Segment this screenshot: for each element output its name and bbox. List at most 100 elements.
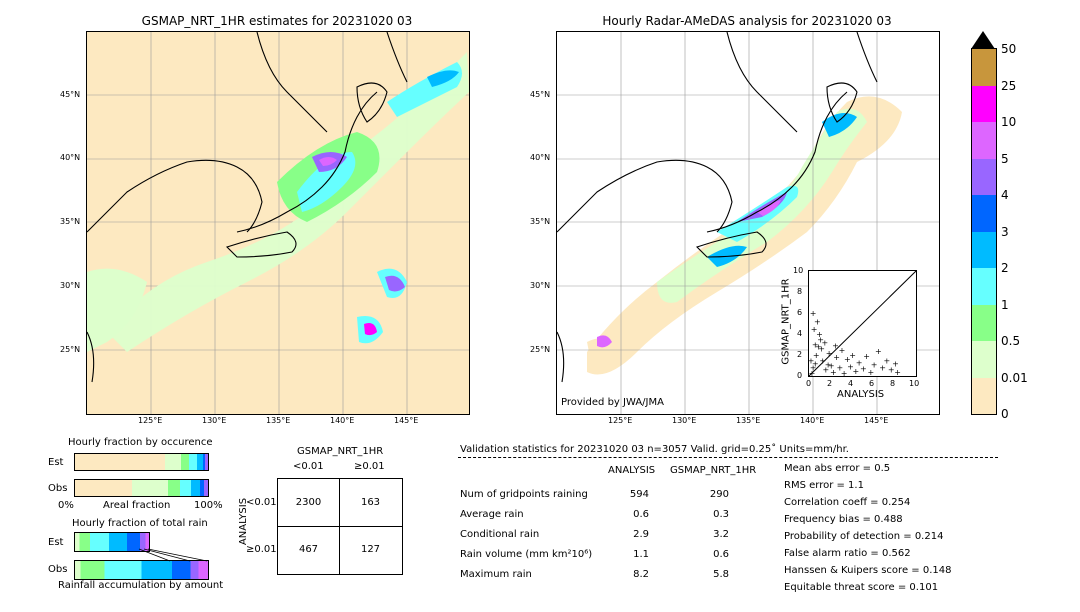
validation-header: Validation statistics for 20231020 03 n=… — [460, 444, 849, 455]
occurrence-segment — [75, 454, 167, 470]
validation-row-label: Conditional rain — [460, 529, 540, 540]
colorbar-segment — [972, 268, 996, 305]
total-connector-lines — [138, 548, 208, 562]
left-lon-tick-1: 130°E — [202, 416, 227, 425]
scatter-point: + — [818, 345, 825, 354]
colorbar-segment — [972, 341, 996, 378]
scatter-xlabel: ANALYSIS — [837, 389, 885, 400]
colorbar-label-7: 1 — [1001, 298, 1009, 312]
right-lon-tick-3: 140°E — [800, 416, 825, 425]
validation-row-gsmap: 5.8 — [713, 569, 729, 580]
occurrence-segment — [165, 454, 183, 470]
left-map — [86, 31, 470, 415]
scatter-point: + — [849, 351, 856, 360]
validation-row-analysis: 8.2 — [633, 569, 649, 580]
total-rain-footer: Rainfall accumulation by amount — [58, 580, 224, 591]
scatter-plot: ++++++++++++++++++++++++++++++++++++++++ — [808, 270, 917, 378]
scatter-point: + — [825, 360, 832, 369]
colorbar-segment — [972, 85, 996, 122]
occurrence-axis-left: 0% — [58, 500, 74, 511]
total-bar-est — [74, 532, 150, 552]
right-map-graphic — [557, 32, 939, 414]
scatter-ytick-3: 6 — [797, 308, 803, 317]
left-map-graphic — [87, 32, 469, 414]
scatter-point: + — [817, 335, 824, 344]
colorbar-arrow — [971, 31, 995, 49]
contingency-col-1: ≥0.01 — [354, 461, 385, 472]
colorbar-label-1: 25 — [1001, 79, 1017, 93]
validation-row-gsmap: 3.2 — [713, 529, 729, 540]
score-far: False alarm ratio = 0.562 — [784, 548, 911, 559]
right-lon-tick-4: 145°E — [864, 416, 889, 425]
colorbar-label-6: 2 — [1001, 261, 1009, 275]
scatter-point: + — [812, 359, 819, 368]
scatter-xtick-1: 2 — [827, 379, 833, 388]
score-ets: Equitable threat score = 0.101 — [784, 582, 939, 593]
scatter-xtick-5: 10 — [909, 379, 920, 388]
contingency-row-0: <0.01 — [246, 497, 277, 508]
right-lat-tick-2: 35°N — [530, 217, 551, 226]
validation-row-gsmap: 0.6 — [713, 549, 729, 560]
colorbar-label-3: 5 — [1001, 152, 1009, 166]
scatter-point: + — [892, 359, 899, 368]
contingency-cell-01: 163 — [360, 497, 381, 508]
validation-col-analysis: ANALYSIS — [608, 465, 656, 476]
scatter-point: + — [888, 366, 895, 375]
scatter-point: + — [894, 368, 901, 376]
left-map-title: GSMAP_NRT_1HR estimates for 20231020 03 — [141, 14, 413, 28]
contingency-col-0: <0.01 — [293, 461, 324, 472]
score-hk: Hanssen & Kuipers score = 0.148 — [784, 565, 952, 576]
scatter-xtick-3: 6 — [869, 379, 875, 388]
scatter-point: + — [836, 364, 843, 373]
left-lon-tick-4: 145°E — [394, 416, 419, 425]
score-rms-error: RMS error = 1.1 — [784, 480, 864, 491]
scatter-ylabel: GSMAP_NRT_1HR — [780, 278, 792, 365]
right-lat-tick-1: 40°N — [530, 153, 551, 162]
scatter-ytick-5: 10 — [793, 266, 804, 275]
colorbar-label-10: 0 — [1001, 407, 1009, 421]
colorbar — [971, 48, 997, 415]
scatter-ytick-2: 4 — [797, 329, 803, 338]
left-lon-tick-3: 140°E — [330, 416, 355, 425]
scatter-point: + — [812, 341, 819, 350]
occurrence-segment — [205, 454, 209, 470]
validation-row-analysis: 594 — [629, 489, 649, 500]
scatter-point: + — [823, 366, 830, 375]
colorbar-segment — [972, 377, 996, 414]
scatter-point: + — [832, 342, 839, 351]
scatter-xtick-4: 8 — [890, 379, 896, 388]
colorbar-label-8: 0.5 — [1001, 334, 1021, 348]
scatter-point: + — [879, 364, 886, 373]
total-row-est: Est — [48, 537, 64, 548]
validation-row-label: Average rain — [460, 509, 524, 520]
right-map-title: Hourly Radar-AMeDAS analysis for 2023102… — [602, 14, 892, 28]
scatter-xtick-2: 4 — [848, 379, 854, 388]
validation-row-analysis: 1.1 — [633, 549, 649, 560]
colorbar-segment — [972, 231, 996, 268]
scatter-point: + — [813, 351, 820, 360]
right-lon-tick-0: 125°E — [608, 416, 633, 425]
contingency-cell-00: 2300 — [295, 497, 322, 508]
left-lat-tick-4: 25°N — [60, 345, 81, 354]
scatter-inset: + + + + + + + + + + + + + + + + + + + + + + + + + + + + + + + + + + + + + + + + — [808, 270, 917, 378]
scatter-point: + — [809, 369, 815, 376]
validation-row-label: Rain volume (mm km²10⁶) — [460, 549, 593, 560]
contingency-row-1: ≥0.01 — [246, 544, 277, 555]
scatter-point: + — [853, 367, 860, 376]
scatter-point: + — [811, 325, 818, 334]
occurrence-axis-mid: Areal fraction — [103, 500, 171, 511]
contingency-title: GSMAP_NRT_1HR — [297, 446, 384, 457]
score-correlation: Correlation coeff = 0.254 — [784, 497, 911, 508]
occurrence-row-est: Est — [48, 457, 64, 468]
scatter-point: + — [867, 368, 874, 376]
validation-divider — [458, 457, 998, 458]
scatter-ytick-1: 2 — [797, 350, 803, 359]
left-lon-tick-0: 125°E — [138, 416, 163, 425]
right-lat-tick-0: 45°N — [530, 90, 551, 99]
occurrence-title: Hourly fraction by occurence — [68, 437, 213, 448]
scatter-point: + — [841, 369, 848, 376]
colorbar-label-5: 3 — [1001, 225, 1009, 239]
scatter-ytick-0: 0 — [797, 371, 803, 380]
occurrence-row-obs: Obs — [48, 483, 68, 494]
scatter-point: + — [844, 355, 851, 364]
